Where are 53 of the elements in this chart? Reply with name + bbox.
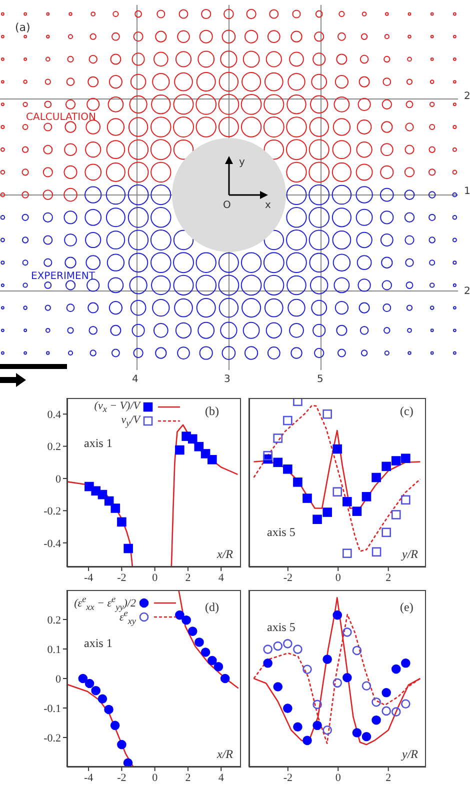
x-tick-label: 4 <box>218 772 224 784</box>
text: 2 <box>464 286 470 297</box>
annotation: axis 5 <box>267 620 296 635</box>
y-tick-label: 0.2 <box>47 441 61 454</box>
text: 1 <box>464 186 470 197</box>
text: CALCULATION <box>26 112 96 123</box>
x-tick-label: 2 <box>185 572 191 584</box>
annotation: axis 5 <box>267 525 296 540</box>
x-tick-label: -4 <box>84 572 94 584</box>
x-axis-title: y/R <box>400 747 418 762</box>
annotation: axis 1 <box>84 436 112 451</box>
x-tick-label: -2 <box>283 772 292 784</box>
x-axis-title: x/R <box>216 747 233 762</box>
x-tick-label: -4 <box>84 772 94 784</box>
y-tick-label: 0.1 <box>47 644 61 656</box>
text: x <box>265 200 271 211</box>
x-tick-label: 4 <box>218 572 224 584</box>
y-tick-label: 0.4 <box>47 409 62 421</box>
text: (a) <box>15 21 30 34</box>
text: 3 <box>224 374 230 385</box>
y-tick-label: -0.4 <box>44 538 62 550</box>
text: 2 <box>464 91 470 102</box>
x-tick-label: 2 <box>386 572 392 584</box>
legend-label: (ε$^{e}$$_{xx}$ − ε$^{e}$$_{yy}$)/2 <box>73 594 136 612</box>
annotation: (e) <box>400 600 414 615</box>
y-tick-label: 0 <box>56 673 62 686</box>
legend-label: v$_{y}$/V <box>121 414 140 428</box>
x-tick-label: 0 <box>335 572 342 584</box>
x-tick-label: 0 <box>335 772 342 784</box>
x-tick-label: -2 <box>283 572 292 584</box>
x-axis-title: y/R <box>400 547 418 562</box>
text: 5 <box>317 374 324 385</box>
annotation: (b) <box>205 404 219 419</box>
y-tick-label: -0.2 <box>44 732 61 744</box>
x-tick-label: 0 <box>152 772 158 784</box>
x-tick-label: -2 <box>117 572 126 584</box>
y-tick-label: -0.2 <box>44 506 61 518</box>
legend-label: (v$_{x}$ − V)/V <box>94 400 140 414</box>
y-tick-label: 0 <box>56 473 62 486</box>
x-tick-label: 2 <box>185 772 191 784</box>
x-tick-label: -2 <box>117 772 126 784</box>
annotation: (d) <box>205 600 219 615</box>
annotation: axis 1 <box>84 636 112 651</box>
annotation: (c) <box>400 404 414 419</box>
text: O <box>223 200 231 211</box>
x-tick-label: 2 <box>386 772 392 784</box>
text: EXPERIMENT <box>31 271 96 282</box>
x-axis-title: x/R <box>216 547 233 562</box>
text: 4 <box>132 374 138 385</box>
y-tick-label: -0.1 <box>44 702 61 715</box>
y-tick-label: 0.2 <box>47 614 61 626</box>
x-tick-label: 0 <box>152 572 158 584</box>
text: y <box>239 157 245 168</box>
